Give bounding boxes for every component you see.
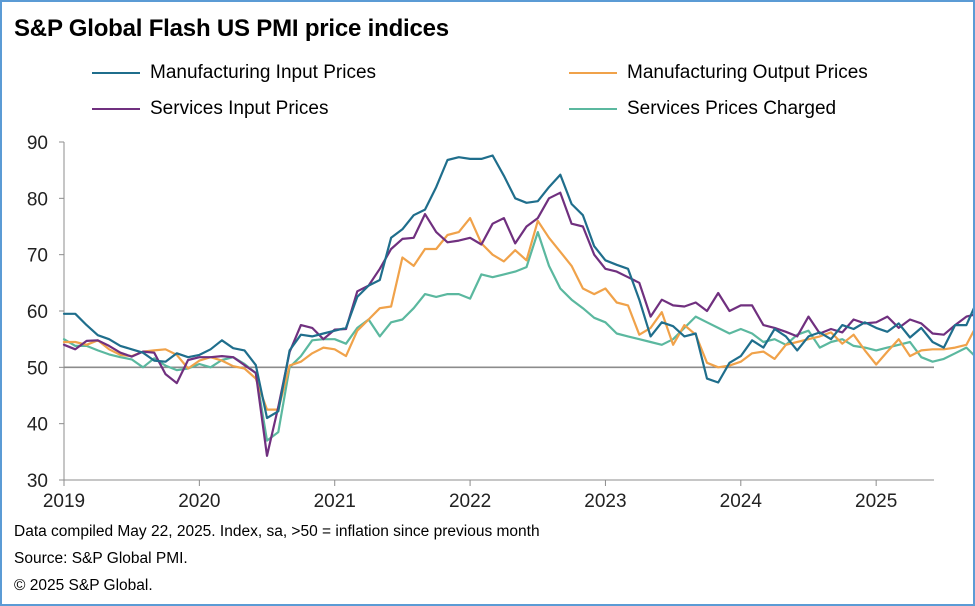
x-tick-label: 2021 — [314, 491, 356, 512]
footnote-copyright: © 2025 S&P Global. — [14, 577, 153, 594]
y-tick-label: 30 — [27, 471, 48, 492]
x-tick-label: 2022 — [449, 491, 491, 512]
services-input-prices-line — [62, 191, 973, 457]
y-tick-label: 50 — [27, 358, 48, 379]
legend-label-manufacturing-output: Manufacturing Output Prices — [627, 62, 868, 83]
legend-label-services-input: Services Input Prices — [150, 98, 329, 119]
legend-swatch-manufacturing-output — [569, 72, 617, 74]
manufacturing-output-prices-line — [62, 217, 973, 411]
legend-swatch-services-charged — [569, 108, 617, 110]
y-tick-label: 70 — [27, 246, 48, 267]
legend-label-services-charged: Services Prices Charged — [627, 98, 837, 119]
chart-title: S&P Global Flash US PMI price indices — [14, 15, 449, 42]
y-tick-label: 40 — [27, 415, 48, 436]
y-tick-label: 90 — [27, 133, 48, 154]
y-tick-label: 60 — [27, 302, 48, 323]
x-tick-label: 2023 — [584, 491, 626, 512]
legend-swatch-services-input — [92, 108, 140, 110]
manufacturing-input-prices-line — [62, 154, 973, 420]
x-tick-label: 2024 — [720, 491, 763, 512]
footnote-note: Data compiled May 22, 2025. Index, sa, >… — [14, 523, 540, 540]
legend-label-manufacturing-input: Manufacturing Input Prices — [150, 62, 377, 83]
legend-swatch-manufacturing-input — [92, 72, 140, 74]
services-prices-charged-line — [62, 231, 973, 442]
x-tick-label: 2025 — [855, 491, 897, 512]
x-tick-label: 2020 — [178, 491, 220, 512]
y-tick-label: 80 — [27, 189, 48, 210]
footnote-source: Source: S&P Global PMI. — [14, 550, 188, 567]
x-tick-label: 2019 — [43, 491, 85, 512]
